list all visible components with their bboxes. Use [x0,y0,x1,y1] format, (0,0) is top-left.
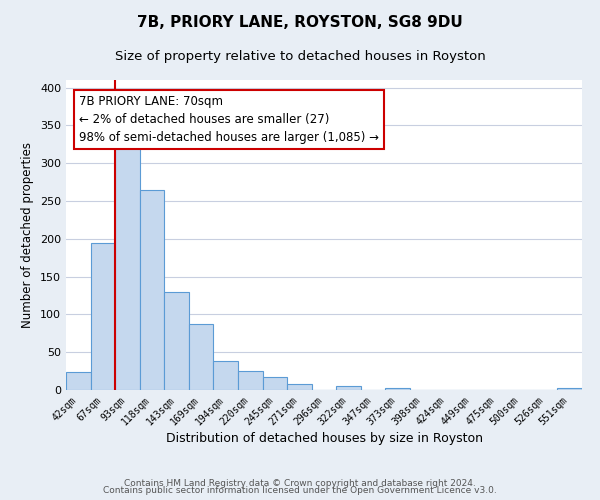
Bar [385,388,410,390]
Y-axis label: Number of detached properties: Number of detached properties [22,142,34,328]
Bar [263,377,287,390]
Text: Size of property relative to detached houses in Royston: Size of property relative to detached ho… [115,50,485,63]
Bar [214,362,238,390]
Text: 7B, PRIORY LANE, ROYSTON, SG8 9DU: 7B, PRIORY LANE, ROYSTON, SG8 9DU [137,15,463,30]
Bar [336,386,361,390]
X-axis label: Distribution of detached houses by size in Royston: Distribution of detached houses by size … [166,432,482,446]
Text: Contains HM Land Registry data © Crown copyright and database right 2024.: Contains HM Land Registry data © Crown c… [124,478,476,488]
Bar [189,324,214,390]
Bar [66,372,91,390]
Bar [91,244,115,390]
Bar [164,292,189,390]
Text: Contains public sector information licensed under the Open Government Licence v3: Contains public sector information licen… [103,486,497,495]
Bar [287,384,312,390]
Bar [140,190,164,390]
Bar [557,388,582,390]
Bar [238,371,263,390]
Text: 7B PRIORY LANE: 70sqm
← 2% of detached houses are smaller (27)
98% of semi-detac: 7B PRIORY LANE: 70sqm ← 2% of detached h… [79,95,379,144]
Bar [115,142,140,390]
